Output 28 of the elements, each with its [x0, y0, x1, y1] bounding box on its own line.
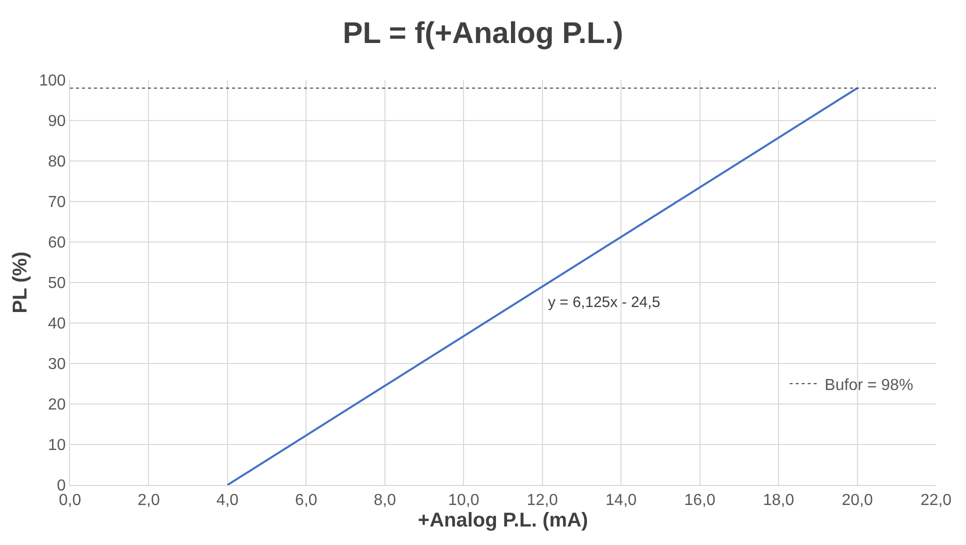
annotation: y = 6,125x - 24,5: [548, 294, 660, 311]
x-tick-label: 10,0: [448, 492, 480, 510]
chart-title: PL = f(+Analog P.L.): [342, 16, 624, 50]
x-tick-label: 20,0: [842, 492, 873, 510]
y-tick-label: 10: [48, 437, 66, 454]
x-axis-title: +Analog P.L. (mA): [418, 510, 588, 532]
legend-label: Bufor = 98%: [824, 376, 914, 394]
y-tick-label: 50: [48, 275, 66, 292]
y-tick-label: 80: [48, 154, 66, 171]
x-tick-label: 4,0: [216, 492, 239, 510]
x-tick-label: 18,0: [762, 492, 794, 510]
y-tick-label: 30: [48, 356, 66, 374]
y-tick-label: 90: [48, 113, 66, 130]
y-axis-title: PL (%): [10, 252, 32, 314]
y-tick-label: 40: [48, 316, 66, 333]
x-tick-label: 14,0: [606, 492, 637, 510]
y-tick-label: 100: [39, 72, 66, 90]
x-tick-label: 16,0: [684, 492, 716, 510]
y-tick-label: 60: [48, 234, 66, 252]
x-tick-label: 6,0: [295, 492, 318, 510]
x-tick-label: 2,0: [138, 492, 160, 510]
y-tick-label: 0: [56, 478, 66, 495]
x-tick-label: 0,0: [58, 492, 82, 510]
x-tick-label: 22,0: [920, 492, 952, 510]
x-tick-label: 12,0: [526, 492, 558, 510]
x-tick-label: 8,0: [374, 492, 396, 510]
y-tick-label: 70: [48, 194, 66, 212]
y-tick-label: 20: [48, 396, 66, 414]
